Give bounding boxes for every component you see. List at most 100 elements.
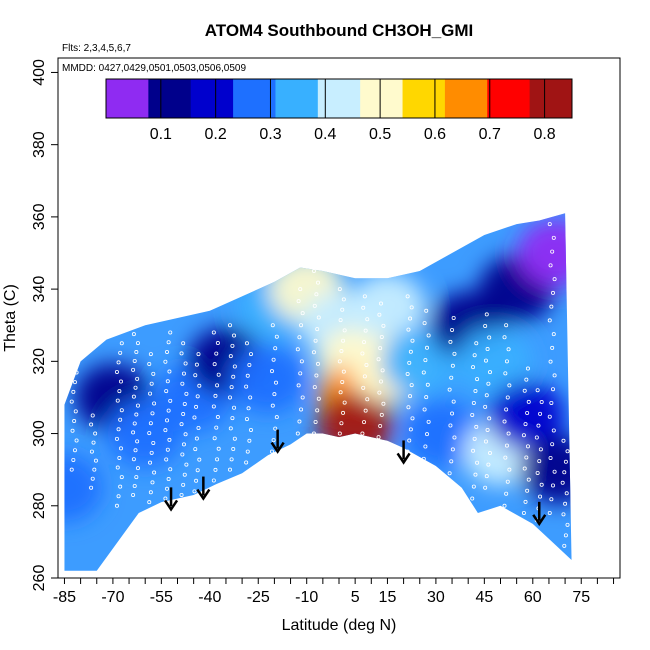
track-point xyxy=(274,415,279,420)
track-point xyxy=(547,222,552,227)
x-tick-label: 60 xyxy=(524,589,542,606)
track-point xyxy=(269,369,274,374)
track-point xyxy=(92,467,97,472)
track-point xyxy=(271,438,276,443)
track-point xyxy=(364,362,369,367)
track-point xyxy=(299,407,304,412)
track-point xyxy=(135,341,140,346)
track-point xyxy=(195,468,200,473)
track-point xyxy=(211,404,216,409)
track-point xyxy=(182,472,187,477)
track-point xyxy=(363,328,368,333)
track-point xyxy=(360,351,365,356)
track-point xyxy=(228,426,233,431)
profile-arrow xyxy=(196,476,211,501)
track-point xyxy=(560,480,565,485)
track-point xyxy=(131,394,136,399)
track-point xyxy=(311,350,316,355)
track-point xyxy=(149,450,154,455)
track-point xyxy=(247,362,252,367)
track-point xyxy=(193,447,198,452)
track-point xyxy=(168,398,173,403)
track-point xyxy=(425,382,430,387)
track-point xyxy=(563,533,568,538)
track-point xyxy=(341,369,346,374)
track-point xyxy=(114,436,119,441)
track-point xyxy=(486,381,491,386)
track-point xyxy=(483,358,488,363)
track-point xyxy=(521,510,526,515)
track-point xyxy=(213,393,218,398)
track-point xyxy=(504,359,509,364)
track-point xyxy=(131,332,136,337)
colorbar-tick-label: 0.6 xyxy=(424,126,446,143)
track-point xyxy=(447,471,452,476)
track-point xyxy=(342,400,347,405)
x-tick-label: 75 xyxy=(572,589,590,606)
track-point xyxy=(215,415,220,420)
track-point xyxy=(421,456,426,461)
track-point xyxy=(526,477,531,482)
track-point xyxy=(74,370,79,375)
track-point xyxy=(405,294,410,299)
track-point xyxy=(503,371,508,376)
track-point xyxy=(163,359,168,364)
track-point xyxy=(549,400,554,405)
track-point xyxy=(471,365,476,370)
track-point xyxy=(165,379,170,384)
track-point xyxy=(377,312,382,317)
track-point xyxy=(73,341,78,346)
track-point xyxy=(299,323,304,328)
track-point xyxy=(365,317,370,322)
track-point xyxy=(313,338,318,343)
track-point xyxy=(229,385,234,390)
track-point xyxy=(150,480,155,485)
track-point xyxy=(486,462,491,467)
track-point xyxy=(192,489,197,494)
track-point xyxy=(408,427,413,432)
track-point xyxy=(192,415,197,420)
track-point xyxy=(502,335,507,340)
track-point xyxy=(214,425,219,430)
track-point xyxy=(166,340,171,345)
track-point xyxy=(118,350,123,355)
track-point xyxy=(298,287,303,292)
track-point xyxy=(311,269,316,274)
track-point xyxy=(131,457,136,462)
track-point xyxy=(425,345,430,350)
track-point xyxy=(148,421,153,426)
track-point xyxy=(148,391,153,396)
track-point xyxy=(247,438,252,443)
x-tick-label: 30 xyxy=(427,589,445,606)
track-point xyxy=(148,352,153,357)
track-point xyxy=(135,439,140,444)
track-point xyxy=(338,318,343,323)
track-point xyxy=(273,426,278,431)
track-point xyxy=(114,369,119,374)
track-point xyxy=(535,388,540,393)
track-point xyxy=(340,307,345,312)
track-point xyxy=(376,435,381,440)
track-point xyxy=(313,419,318,424)
track-point xyxy=(114,503,119,508)
track-point xyxy=(562,543,567,548)
track-point xyxy=(550,483,555,488)
track-point xyxy=(451,315,456,320)
track-point xyxy=(166,408,171,413)
track-point xyxy=(504,443,509,448)
track-point xyxy=(300,395,305,400)
track-point xyxy=(183,432,188,437)
x-tick-label: 15 xyxy=(379,589,397,606)
track-point xyxy=(244,341,249,346)
track-point xyxy=(89,422,94,427)
track-point xyxy=(363,408,368,413)
track-point xyxy=(524,377,529,382)
track-point xyxy=(116,494,121,499)
profile-arrows xyxy=(164,429,547,527)
track-point xyxy=(71,389,76,394)
track-point xyxy=(507,383,512,388)
track-point xyxy=(551,332,556,337)
y-tick-label: 300 xyxy=(31,420,48,447)
colorbar-tick-label: 0.7 xyxy=(479,126,501,143)
